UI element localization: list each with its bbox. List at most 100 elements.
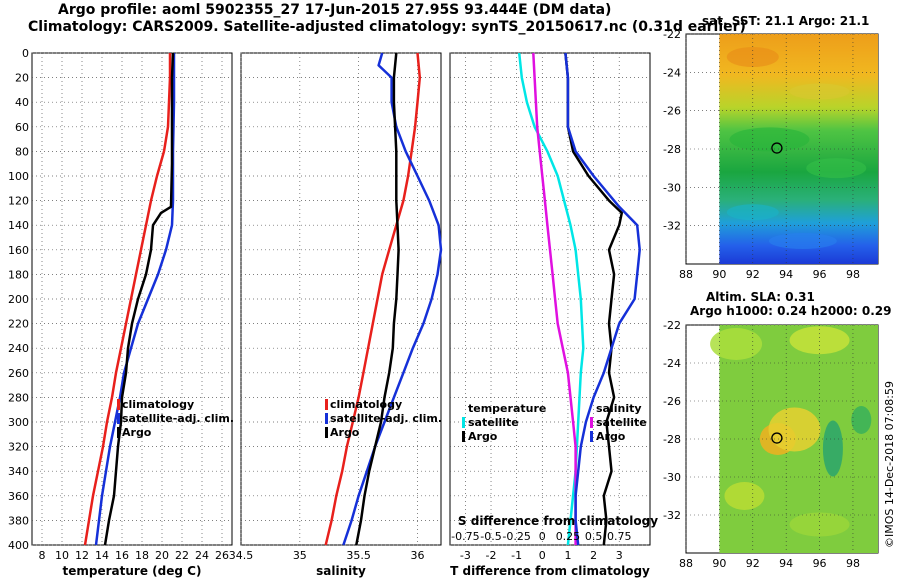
lon-tick-label: 98	[846, 268, 860, 281]
panel-1: 0 20 40 60 80 100 120 140 160 180 200 220 240 260 280 3…	[8, 47, 233, 578]
x-tick-label: 22	[175, 549, 189, 562]
depth-tick-label: 0	[22, 47, 29, 60]
depth-tick-label: 60	[15, 121, 29, 134]
sst-patch	[729, 127, 810, 152]
legend-label: satellite	[468, 416, 519, 429]
legend-label: satellite	[596, 416, 647, 429]
x-tick-label: -1	[511, 549, 522, 562]
legend-swatch	[117, 399, 120, 410]
x-tick-label: 18	[135, 549, 149, 562]
depth-tick-label: 20	[15, 72, 29, 85]
legend-swatch	[325, 413, 328, 424]
x-tick-label: 16	[115, 549, 129, 562]
x-tick-label: 14	[95, 549, 109, 562]
lon-tick-label: 88	[679, 557, 693, 570]
top-axis-label: S difference from climatology	[458, 514, 658, 528]
top-tick-label: 0.5	[585, 530, 603, 543]
lon-tick-label: 94	[779, 268, 793, 281]
x-tick-label: 24	[195, 549, 209, 562]
legend-label: temperature	[468, 402, 546, 415]
depth-tick-label: 320	[8, 441, 29, 454]
lon-tick-label: 92	[746, 557, 760, 570]
sla-patch	[789, 512, 850, 537]
depth-tick-label: 220	[8, 318, 29, 331]
depth-tick-label: 400	[8, 539, 29, 552]
legend-label: satellite-adj. clim.	[122, 412, 234, 425]
argo-float-marker	[771, 142, 783, 154]
sla-patch	[724, 482, 765, 510]
depth-tick-label: 100	[8, 170, 29, 183]
lat-tick-label: -30	[663, 181, 681, 194]
depth-tick-label: 80	[15, 145, 29, 158]
legend-swatch	[462, 431, 465, 442]
sst-patch	[806, 158, 867, 179]
lat-tick-label: -26	[663, 395, 681, 408]
depth-tick-label: 140	[8, 219, 29, 232]
series-line-salinity-satellite	[532, 52, 577, 545]
x-tick-label: 35	[293, 549, 307, 562]
x-tick-label: 3	[616, 549, 623, 562]
sla-map-title-2: Argo h1000: 0.24 h2000: 0.29	[690, 304, 892, 318]
figure-title-line2: Climatology: CARS2009. Satellite-adjuste…	[28, 19, 746, 35]
x-axis-label: temperature (deg C)	[63, 564, 202, 578]
lon-tick-label: 92	[746, 268, 760, 281]
depth-tick-label: 160	[8, 244, 29, 257]
depth-tick-label: 260	[8, 367, 29, 380]
sst-patch	[726, 47, 779, 67]
series-line-salinity-argo	[564, 52, 641, 546]
x-axis-label: T difference from climatology	[450, 564, 650, 578]
lat-tick-label: -24	[663, 66, 681, 79]
x-tick-label: -2	[486, 549, 497, 562]
sst-patch	[726, 204, 779, 221]
x-tick-label: 36	[410, 549, 424, 562]
sst-map: -22 -24 -26 -28 -30 -32 88 90 92 94 96 98	[663, 28, 879, 281]
lon-tick-label: 90	[712, 557, 726, 570]
series-line-argo	[103, 52, 175, 546]
lat-tick-label: -28	[663, 143, 681, 156]
lat-tick-label: -22	[663, 28, 681, 41]
x-tick-label: 2	[590, 549, 597, 562]
x-tick-label: 26	[215, 549, 229, 562]
depth-tick-label: 340	[8, 465, 29, 478]
depth-tick-label: 200	[8, 293, 29, 306]
top-tick-label: 0	[539, 530, 546, 543]
x-tick-label: -3	[460, 549, 471, 562]
x-axis-label: salinity	[316, 564, 366, 578]
lon-tick-label: 90	[712, 268, 726, 281]
series-line-satellite-adj-clim-	[94, 53, 176, 546]
imos-credit: ©IMOS 14-Dec-2018 07:08:59	[883, 381, 896, 548]
figure-title-line1: Argo profile: aoml 5902355_27 17-Jun-201…	[58, 2, 612, 18]
lat-tick-label: -28	[663, 433, 681, 446]
x-tick-label: 35.5	[346, 549, 371, 562]
lat-tick-label: -30	[663, 471, 681, 484]
depth-tick-label: 40	[15, 96, 29, 109]
x-tick-label: 20	[155, 549, 169, 562]
lon-tick-label: 88	[679, 268, 693, 281]
depth-tick-label: 280	[8, 391, 29, 404]
legend-label: Argo	[468, 430, 498, 443]
top-tick-label: 0.25	[556, 530, 581, 543]
depth-tick-label: 300	[8, 416, 29, 429]
sla-patch	[789, 326, 850, 355]
legend-label: climatology	[330, 398, 402, 411]
sla-patch	[768, 407, 821, 452]
depth-tick-label: 120	[8, 195, 29, 208]
legend-swatch	[590, 417, 593, 428]
x-tick-label: 1	[564, 549, 571, 562]
legend-swatch	[590, 431, 593, 442]
series-line-climatology	[324, 52, 422, 546]
sla-patch	[851, 406, 872, 434]
top-tick-label: -0.75	[451, 530, 479, 543]
sla-map: -22 -24 -26 -28 -30 -32 88 90 92 94 96 98	[663, 319, 879, 570]
argo-float-marker	[771, 432, 783, 444]
x-tick-label: 34.5	[229, 549, 254, 562]
x-tick-label: 0	[539, 549, 546, 562]
series-line-climatology	[83, 53, 172, 546]
legend-label: climatology	[122, 398, 194, 411]
x-tick-label: 8	[39, 549, 46, 562]
sla-map-title-1: Altim. SLA: 0.31	[706, 290, 815, 304]
sst-map-title: sat. SST: 21.1 Argo: 21.1	[702, 14, 870, 28]
lat-tick-label: -26	[663, 105, 681, 118]
legend-swatch	[462, 417, 465, 428]
lon-tick-label: 94	[779, 557, 793, 570]
